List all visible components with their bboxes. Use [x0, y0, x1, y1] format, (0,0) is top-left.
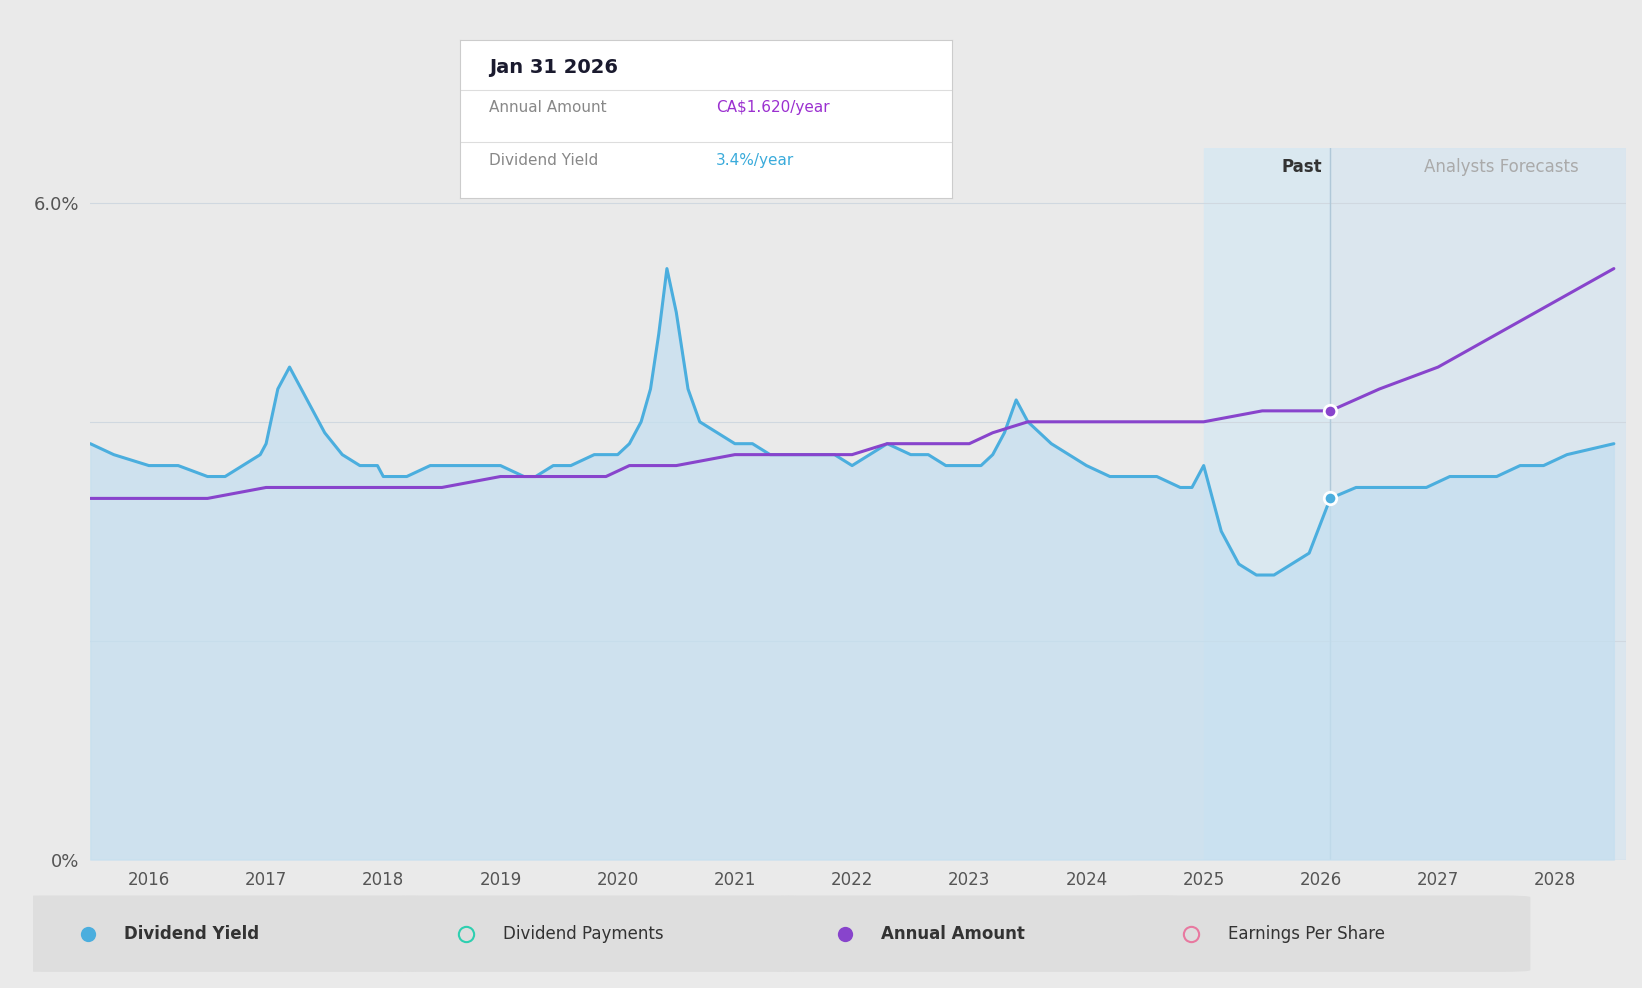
Text: Past: Past — [1282, 157, 1322, 176]
Bar — [1204, 148, 1330, 860]
Text: Jan 31 2026: Jan 31 2026 — [489, 58, 619, 77]
FancyBboxPatch shape — [396, 895, 805, 972]
FancyBboxPatch shape — [1120, 895, 1530, 972]
Text: Dividend Yield: Dividend Yield — [489, 153, 599, 168]
Text: CA$1.620/year: CA$1.620/year — [716, 100, 829, 115]
FancyBboxPatch shape — [16, 895, 427, 972]
Bar — [1330, 148, 1626, 860]
Text: 3.4%/year: 3.4%/year — [716, 153, 795, 168]
Text: Dividend Payments: Dividend Payments — [502, 925, 663, 943]
FancyBboxPatch shape — [773, 895, 1184, 972]
Text: Earnings Per Share: Earnings Per Share — [1228, 925, 1384, 943]
Text: Dividend Yield: Dividend Yield — [125, 925, 259, 943]
Text: Analysts Forecasts: Analysts Forecasts — [1424, 157, 1578, 176]
Text: Annual Amount: Annual Amount — [489, 100, 608, 115]
Text: Annual Amount: Annual Amount — [880, 925, 1025, 943]
